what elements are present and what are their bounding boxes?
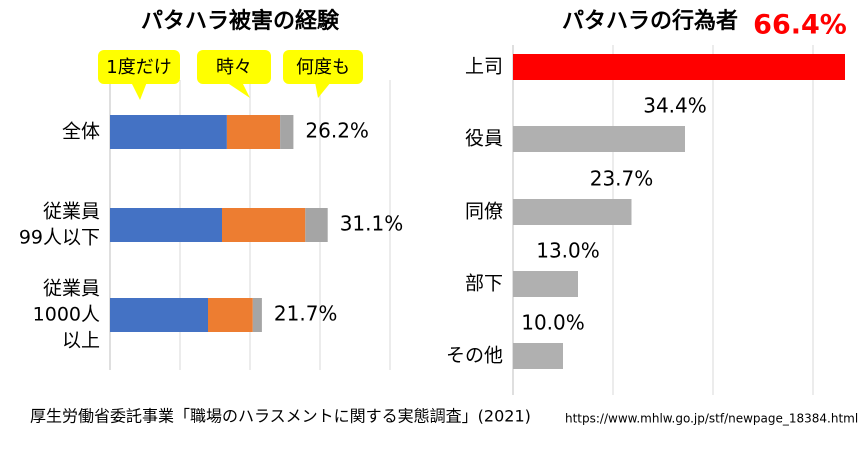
category-label: 同僚	[465, 201, 503, 223]
right-title: パタハラの行為者	[562, 8, 738, 34]
bar-segment	[226, 115, 281, 149]
bar-segment	[222, 208, 306, 242]
legend-pointer	[131, 82, 147, 100]
total-label: 21.7%	[274, 302, 338, 326]
category-label: 1000人	[33, 304, 100, 326]
bar-segment	[208, 298, 253, 332]
bar-segment	[305, 208, 328, 242]
highlight-value-label: 66.4%	[753, 10, 847, 41]
total-label: 31.1%	[340, 212, 404, 236]
legend-pointer	[315, 82, 331, 98]
legend-box	[197, 50, 271, 84]
category-label: 従業員	[43, 278, 100, 300]
category-label: 役員	[465, 128, 503, 150]
value-label: 10.0%	[521, 311, 585, 335]
category-label: 99人以下	[19, 227, 100, 249]
legend-pointer	[226, 82, 250, 98]
value-label: 13.0%	[536, 239, 600, 263]
legend-label: 時々	[216, 57, 252, 78]
value-label: 23.7%	[590, 167, 654, 191]
bar-segment	[110, 298, 208, 332]
bar	[513, 199, 632, 225]
bar	[513, 126, 685, 152]
category-label: 部下	[465, 273, 503, 295]
bar	[513, 343, 563, 369]
legend-label: 何度も	[296, 57, 350, 78]
category-label: 上司	[465, 56, 503, 78]
category-label: その他	[446, 345, 503, 367]
legend-box	[98, 50, 180, 84]
category-label: 以上	[62, 330, 100, 352]
bar-segment	[110, 115, 227, 149]
source: 厚生労働省委託事業「職場のハラスメントに関する実態調査」(2021)	[30, 407, 531, 426]
total-label: 26.2%	[305, 119, 369, 143]
bar-segment	[280, 115, 294, 149]
bar-segment	[110, 208, 222, 242]
legend-box	[283, 50, 363, 84]
category-label: 全体	[62, 121, 100, 143]
bar	[513, 271, 578, 297]
legend-label: 1度だけ	[106, 57, 171, 78]
bar-segment	[252, 298, 262, 332]
url: https://www.mhlw.go.jp/stf/newpage_18384…	[565, 412, 858, 426]
left-title: パタハラ被害の経験	[141, 8, 340, 34]
category-label: 従業員	[43, 201, 100, 223]
value-label: 34.4%	[643, 94, 707, 118]
bar	[513, 54, 845, 80]
